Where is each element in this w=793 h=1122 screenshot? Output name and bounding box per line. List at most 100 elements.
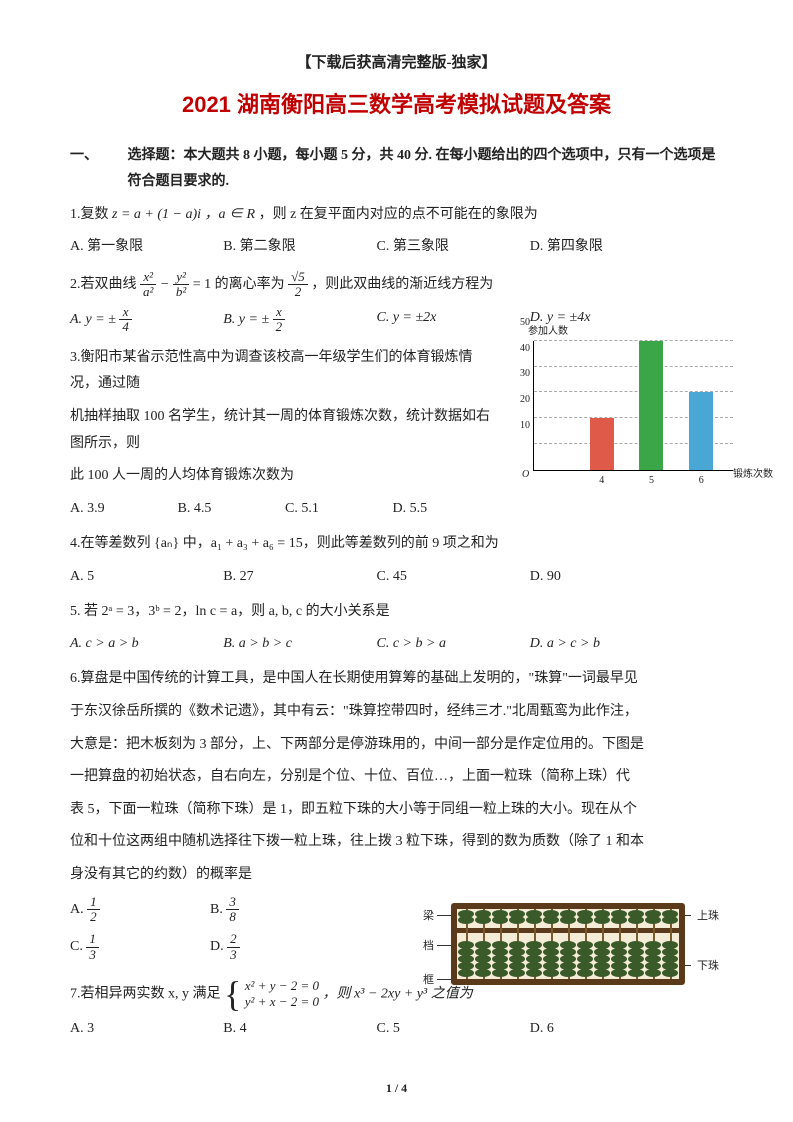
q2b-d: 2 [273,320,286,334]
chart-origin: O [522,466,529,484]
abacus-lower-bead [492,955,508,963]
q5-opt-c: C. c > b > a [377,631,530,656]
q6c-l: C. [70,939,83,954]
abacus-lower-bead [475,969,491,977]
abacus-lower-bead [611,969,627,977]
q6-opt-a: A. 12 [70,895,210,925]
abacus-upper-bead [458,916,474,924]
q6-opt-c: C. 13 [70,932,210,962]
abacus-lower-bead [611,941,627,949]
abacus-upper-bead [509,916,525,924]
q7-sys1: x² + y − 2 = 0 [245,978,319,994]
abacus-upper-bead [543,916,559,924]
abacus-lower-bead [492,941,508,949]
q6-options-wrap: A. 12 B. 38 C. 13 D. 23 梁 档 框 上珠 下珠 [70,895,723,970]
q3-opt-a: A. 3.9 [70,496,178,521]
q1-cond: ，a ∈ R [205,207,256,222]
q6d-d: 3 [227,948,240,962]
q1-opt-c: C. 第三象限 [377,234,530,259]
chart-xtick: 5 [649,472,654,490]
abacus-lower-bead [611,962,627,970]
q3-l3: 此 100 人一周的人均体育锻炼次数为 [70,463,500,490]
q7-opt-a: A. 3 [70,1016,223,1041]
chart-ytick: 40 [510,340,530,358]
abacus-label-upper: 上珠 [697,907,719,927]
abacus-lower-bead [611,948,627,956]
q6-p6: 位和十位这两组中随机选择往下拨一粒上珠，往上拨 3 粒下珠，得到的数为质数（除了… [70,829,723,856]
q4-options: A. 5 B. 27 C. 45 D. 90 [70,564,723,589]
q7-opt-c: C. 5 [377,1016,530,1041]
abacus-lower-bead [458,969,474,977]
abacus-label-dang: 档 [423,937,434,957]
q7-sys2: y² + x − 2 = 0 [245,994,319,1010]
chart-xtick: 6 [699,472,704,490]
abacus-lower-bead [509,969,525,977]
q3-l1: 3.衡阳市某省示范性高中为调查该校高一年级学生们的体育锻炼情况，通过随 [70,345,500,398]
q6a-n: 1 [87,895,100,910]
abacus-lower-bead [560,941,576,949]
q2-pre: 2.若双曲线 [70,277,140,292]
q6-p5: 表 5，下面一粒珠（简称下珠）是 1，即五粒下珠的大小等于同组一粒上珠的大小。现… [70,797,723,824]
abacus-lower-bead [594,969,610,977]
abacus-lower-bead [628,955,644,963]
q2-post: ，则此双曲线的渐近线方程为 [311,277,493,292]
abacus-upper-bead [628,916,644,924]
q2-f1d: a² [140,285,156,299]
q3-opt-c: C. 5.1 [285,496,393,521]
abacus-lower-bead [611,955,627,963]
abacus-lower-bead [458,962,474,970]
section-num: 一、 [70,143,124,170]
page-number: 1 / 4 [0,1078,793,1100]
abacus-lower-bead [628,969,644,977]
q6c-d: 3 [86,948,99,962]
q3-opt-d: D. 5.5 [393,496,501,521]
abacus-lower-bead [594,941,610,949]
abacus-lower-bead [492,948,508,956]
abacus-lower-bead [458,955,474,963]
abacus-upper-bead [526,916,542,924]
abacus-lower-bead [475,955,491,963]
abacus-lower-bead [594,962,610,970]
abacus-lower-bead [662,962,678,970]
q3-l2: 机抽样抽取 100 名学生，统计其一周的体育锻炼次数，统计数据如右图所示，则 [70,404,500,457]
section-body: 选择题：本大题共 8 小题，每小题 5 分，共 40 分. 在每小题给出的四个选… [128,143,721,196]
abacus-lower-bead [543,962,559,970]
q6a-d: 2 [87,910,100,924]
abacus-lower-bead [577,948,593,956]
abacus-lower-bead [577,962,593,970]
q6c-n: 1 [86,932,99,947]
question-2: 2.若双曲线 x²a² − y²b² = 1 的离心率为 √52 ，则此双曲线的… [70,270,723,300]
chart-ytick: 30 [510,365,530,383]
q4-opt-b: B. 27 [223,564,376,589]
q6a-l: A. [70,902,84,917]
q7-opt-b: B. 4 [223,1016,376,1041]
q6d-n: 2 [227,932,240,947]
q6b-n: 3 [226,895,239,910]
abacus-lower-bead [645,969,661,977]
abacus-upper-bead [611,916,627,924]
question-5: 5. 若 2ᵃ = 3，3ᵇ = 2，ln c = a，则 a, b, c 的大… [70,599,723,626]
q6-opt-b: B. 38 [210,895,350,925]
abacus-lower-bead [560,948,576,956]
q2-f2d: b² [173,285,189,299]
q6-p4: 一把算盘的初始状态，自右向左，分别是个位、十位、百位…，上面一粒珠（简称上珠）代 [70,764,723,791]
abacus-upper-bead [560,916,576,924]
abacus-lower-bead [509,955,525,963]
question-1: 1.复数 z = a + (1 − a)i ，a ∈ R ，则 z 在复平面内对… [70,202,723,229]
chart-bar [689,392,713,469]
section-1-heading: 一、 选择题：本大题共 8 小题，每小题 5 分，共 40 分. 在每小题给出的… [70,143,723,196]
q6-p3: 大意是：把木板刻为 3 部分，上、下两部分是停游珠用的，中间一部分是作定位用的。… [70,732,723,759]
chart-bar [590,418,614,470]
q3-options: A. 3.9 B. 4.5 C. 5.1 D. 5.5 [70,496,500,521]
abacus-label-liang: 梁 [423,907,434,927]
q1-opt-b: B. 第二象限 [223,234,376,259]
abacus-lower-bead [475,941,491,949]
q7-pre: 7.若相异两实数 x, y 满足 [70,986,224,1001]
abacus-lower-bead [645,941,661,949]
q2a-d: 4 [119,320,132,334]
q2-ed: 2 [288,285,308,299]
abacus-lower-bead [543,955,559,963]
q5-opt-a: A. c > a > b [70,631,223,656]
abacus-upper-bead [645,916,661,924]
chart-x-title: 锻炼次数 [733,466,773,484]
